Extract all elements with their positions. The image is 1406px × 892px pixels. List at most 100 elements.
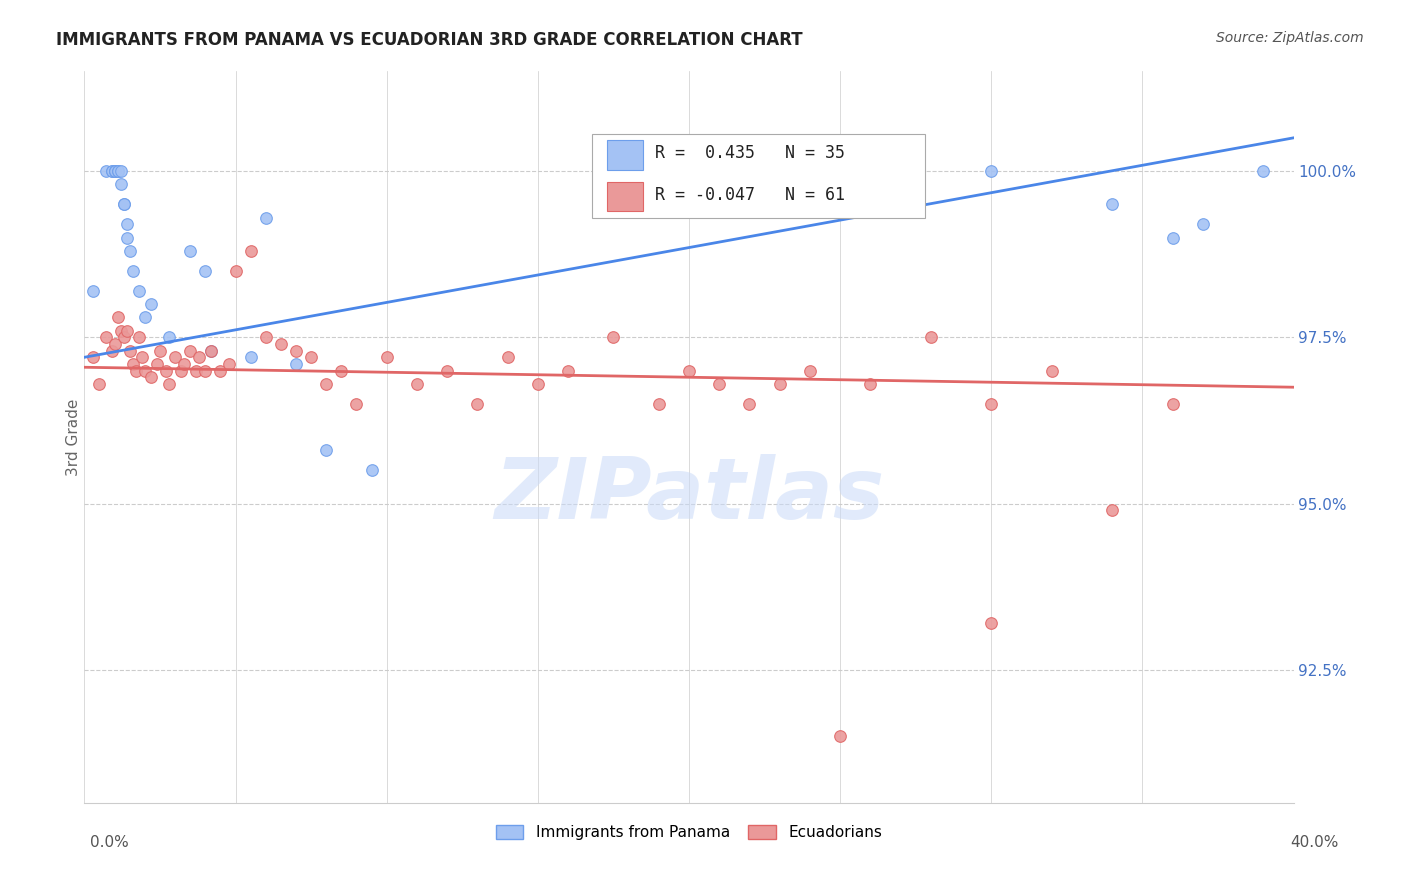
Point [285,343,308,358]
Point [1161,397,1184,411]
Point [270,337,292,351]
Point [110,324,132,338]
Point [100,343,122,358]
Point [112,197,135,211]
Point [557,363,579,377]
Point [239,244,262,258]
Point [200,343,222,358]
Point [496,351,519,365]
Point [115,324,138,338]
Point [128,330,150,344]
Point [157,330,180,344]
Point [1161,230,1184,244]
Point [179,343,201,358]
Point [107,164,129,178]
Point [115,217,138,231]
Point [107,310,129,325]
Legend: Immigrants from Panama, Ecuadorians: Immigrants from Panama, Ecuadorians [489,819,889,847]
Point [89,376,111,391]
Point [188,351,211,365]
Point [315,443,337,458]
Point [859,376,882,391]
Point [467,397,489,411]
Point [107,164,129,178]
Point [406,376,429,391]
Point [121,357,143,371]
Point [218,357,240,371]
Point [980,397,1002,411]
Point [194,363,217,377]
Point [799,363,821,377]
Point [769,376,792,391]
Point [157,376,180,391]
FancyBboxPatch shape [607,182,643,211]
Point [980,616,1002,631]
Point [1101,197,1123,211]
Point [128,284,150,298]
Point [436,363,458,377]
Point [104,337,127,351]
Point [709,376,731,391]
Text: 40.0%: 40.0% [1291,836,1339,850]
Text: IMMIGRANTS FROM PANAMA VS ECUADORIAN 3RD GRADE CORRELATION CHART: IMMIGRANTS FROM PANAMA VS ECUADORIAN 3RD… [56,31,803,49]
Point [225,264,247,278]
Point [165,351,187,365]
Point [118,244,141,258]
Point [330,363,353,377]
Point [830,729,852,743]
Point [375,351,398,365]
Point [121,264,143,278]
Point [1253,164,1275,178]
FancyBboxPatch shape [592,134,925,218]
Point [980,164,1002,178]
Point [602,330,624,344]
Point [82,284,104,298]
Text: R = -0.047   N = 61: R = -0.047 N = 61 [655,186,845,204]
Text: Source: ZipAtlas.com: Source: ZipAtlas.com [1216,31,1364,45]
Point [146,357,169,371]
Point [890,178,912,192]
Point [149,343,172,358]
Point [648,397,671,411]
FancyBboxPatch shape [607,140,643,169]
Point [346,397,368,411]
Point [186,363,208,377]
Point [738,397,761,411]
Point [131,351,153,365]
Point [100,164,122,178]
Point [299,351,322,365]
Point [1101,503,1123,517]
Point [209,363,232,377]
Point [94,330,117,344]
Point [285,357,308,371]
Point [104,164,127,178]
Point [82,351,104,365]
Point [104,164,127,178]
Point [200,343,222,358]
Point [194,264,217,278]
Point [134,363,156,377]
Point [125,363,148,377]
Point [170,363,193,377]
Text: 0.0%: 0.0% [90,836,129,850]
Point [118,343,141,358]
Point [315,376,337,391]
Point [360,463,382,477]
Text: ZIPatlas: ZIPatlas [494,454,884,537]
Point [110,164,132,178]
Point [139,297,162,311]
Point [110,178,132,192]
Point [239,351,262,365]
Point [94,164,117,178]
Point [115,230,138,244]
Point [104,164,127,178]
Point [254,211,277,225]
Point [920,330,942,344]
Point [1192,217,1215,231]
Point [100,164,122,178]
Text: R =  0.435   N = 35: R = 0.435 N = 35 [655,144,845,161]
Point [112,330,135,344]
Point [527,376,550,391]
Point [254,330,277,344]
Point [179,244,201,258]
